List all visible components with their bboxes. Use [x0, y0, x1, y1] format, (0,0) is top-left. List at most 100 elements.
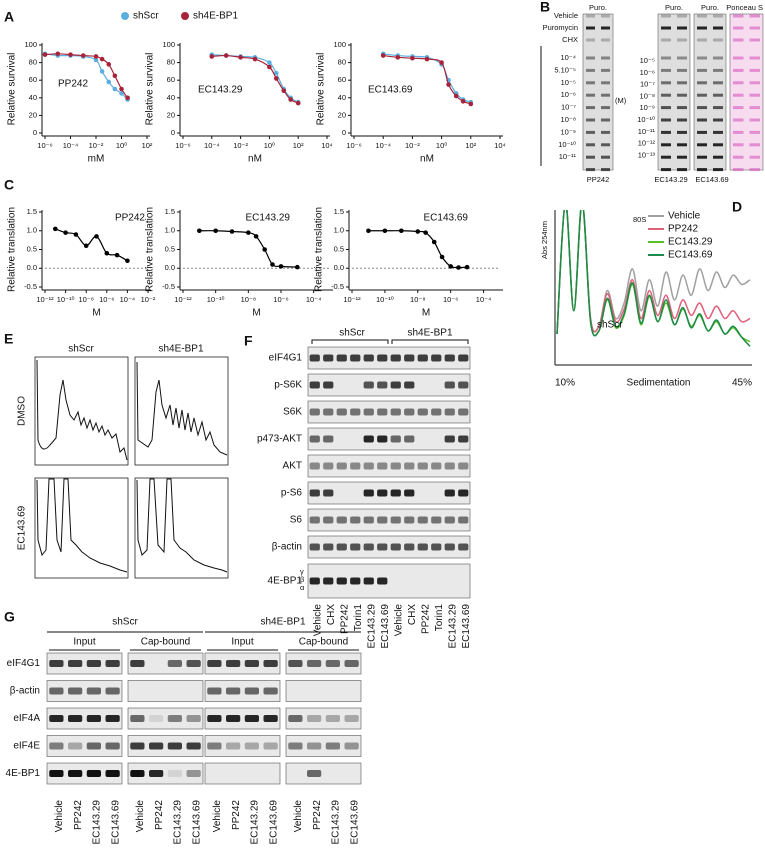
- band: [661, 68, 671, 72]
- band: [363, 516, 374, 524]
- band: [363, 577, 374, 585]
- band: [586, 118, 595, 122]
- band: [323, 354, 334, 362]
- x-tick-label: 10⁴: [321, 141, 333, 150]
- concentration-label: 10⁻⁸: [640, 91, 655, 100]
- band: [733, 14, 744, 18]
- legend-label: shScr: [133, 11, 159, 22]
- y-tick-label: 0: [33, 128, 37, 137]
- data-point: [80, 53, 86, 58]
- lane-label: PP242: [154, 800, 165, 830]
- band: [733, 56, 744, 60]
- band: [323, 462, 334, 470]
- chart-title: EC143.29: [246, 213, 291, 224]
- x-tick-label: 10⁻²: [141, 295, 156, 304]
- band: [697, 130, 707, 134]
- band: [309, 543, 320, 551]
- y-tick-label: 80: [167, 58, 175, 67]
- data-point: [99, 69, 105, 74]
- y-tick-label: 20: [29, 110, 37, 119]
- y-tick-label: -0.5: [24, 282, 37, 291]
- band: [677, 168, 687, 172]
- band: [130, 660, 145, 667]
- band: [226, 660, 241, 667]
- y-axis-label: Relative translation: [314, 207, 325, 292]
- data-point: [229, 229, 235, 234]
- band: [377, 516, 388, 524]
- concentration-label: 5.10⁻⁵: [554, 65, 576, 74]
- blot-row: [285, 707, 362, 730]
- group-label: shScr: [112, 617, 138, 628]
- data-point: [253, 234, 259, 239]
- chart-title: EC143.69: [368, 85, 413, 96]
- data-point: [238, 55, 243, 60]
- concentration-label: 10⁻⁵: [561, 78, 576, 87]
- y-tick-label: 1.0: [165, 226, 175, 235]
- y-tick-label: 40: [167, 93, 175, 102]
- band: [444, 354, 455, 362]
- band: [458, 543, 469, 551]
- band: [309, 381, 320, 389]
- band: [323, 381, 334, 389]
- band: [325, 742, 340, 750]
- band: [458, 381, 469, 389]
- band: [661, 14, 671, 18]
- band: [68, 742, 83, 750]
- lane-label: EC143.29: [366, 604, 377, 649]
- concentration-label: 10⁻¹⁰: [637, 115, 655, 124]
- band: [586, 130, 595, 134]
- panel-letter: D: [732, 199, 742, 215]
- band: [601, 56, 610, 60]
- y-tick-label: 0: [342, 128, 346, 137]
- band: [661, 93, 671, 97]
- data-point: [446, 82, 451, 87]
- band: [363, 462, 374, 470]
- data-point: [464, 264, 470, 270]
- blot-row: [307, 481, 471, 505]
- blot-row: [127, 652, 204, 675]
- band: [458, 435, 469, 443]
- band: [749, 118, 760, 122]
- band: [677, 81, 687, 85]
- data-point: [273, 76, 279, 81]
- band: [601, 118, 610, 122]
- band: [130, 715, 145, 722]
- band: [749, 130, 760, 134]
- band: [601, 38, 610, 42]
- lane-label: Vehicle: [393, 604, 404, 637]
- band: [586, 143, 595, 147]
- group-bracket: [311, 339, 389, 344]
- band: [309, 516, 320, 524]
- data-point: [270, 262, 275, 267]
- panel-letter: C: [4, 177, 14, 193]
- band: [697, 56, 707, 60]
- panel-letter: B: [540, 0, 550, 15]
- band: [677, 14, 687, 18]
- x-tick-label: 10⁰: [116, 141, 127, 150]
- group-label: sh4E-BP1: [407, 328, 452, 339]
- row-label: AKT: [283, 461, 302, 472]
- lane-label: PP242: [312, 800, 323, 830]
- x-tick-label: 10⁻⁴: [63, 141, 79, 150]
- band: [733, 130, 744, 134]
- blot-row: [127, 762, 204, 785]
- band: [661, 155, 671, 159]
- concentration-label: 10⁻¹³: [638, 150, 656, 159]
- concentration-label: 10⁻⁹: [560, 127, 576, 136]
- blot-row: [46, 652, 123, 675]
- gel: [693, 13, 727, 171]
- band: [363, 381, 374, 389]
- band: [458, 516, 469, 524]
- band: [733, 38, 744, 42]
- band: [733, 168, 744, 172]
- blot-row: [46, 762, 123, 785]
- data-point: [281, 88, 287, 94]
- lane-label: EC143.29: [250, 800, 261, 845]
- band: [309, 435, 320, 443]
- fit-curve: [368, 230, 468, 269]
- band: [661, 38, 671, 42]
- lane-label: Vehicle: [312, 604, 323, 637]
- data-point: [125, 258, 130, 264]
- row-label: eIF4A: [13, 713, 40, 724]
- data-point: [99, 56, 105, 62]
